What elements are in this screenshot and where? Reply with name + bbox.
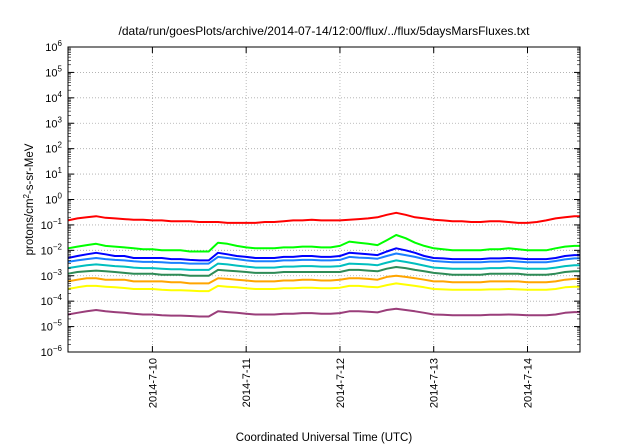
series-line — [67, 282, 580, 293]
y-tick-label: 10−1 — [41, 217, 63, 232]
y-tick-label: 101 — [45, 166, 62, 181]
y-tick-label: 103 — [45, 115, 62, 130]
grid — [68, 47, 580, 352]
y-axis-label-sup: 2 — [22, 194, 31, 199]
series-line — [67, 234, 580, 253]
y-tick-label: 10−6 — [41, 344, 63, 359]
series-line — [67, 259, 580, 271]
y-tick-label: 104 — [45, 90, 62, 105]
y-tick-label: 105 — [45, 64, 62, 79]
y-tick-label: 10−2 — [41, 242, 63, 257]
y-tick-label: 10−4 — [41, 293, 63, 308]
series-line — [67, 307, 580, 318]
y-tick-label: 100 — [45, 192, 62, 207]
series-line — [67, 274, 580, 285]
series-line — [67, 252, 580, 265]
series-line — [67, 247, 580, 262]
x-axis: 2014-7-10 2014-7-11 2014-7-12 2014-7-13 2014… — [147, 47, 534, 408]
x-tick-label: 2014-7-11 — [241, 358, 253, 407]
y-axis-label: protons/cm2-s-sr-MeV — [22, 143, 37, 255]
x-tick-label: 2014-7-10 — [147, 358, 159, 408]
series-line — [67, 211, 580, 224]
y-tick-label: 102 — [45, 141, 62, 156]
y-axis: 10−6 10−5 10−4 10−3 10−2 10−1 100 101 102 103 104 1… — [41, 39, 580, 359]
y-tick-label: 10−3 — [41, 268, 63, 283]
y-tick-label: 106 — [45, 39, 62, 54]
x-tick-label: 2014-7-14 — [522, 358, 534, 408]
y-tick-label: 10−5 — [41, 319, 63, 334]
x-tick-label: 2014-7-12 — [335, 358, 347, 408]
x-axis-label: Coordinated Universal Time (UTC) — [236, 432, 413, 444]
series-layer — [67, 211, 580, 318]
y-axis-label-post: -s-sr-MeV — [24, 143, 36, 194]
series-line — [67, 266, 580, 277]
chart-title: /data/run/goesPlots/archive/2014-07-14/1… — [119, 24, 531, 38]
y-axis-label-pre: protons/cm — [24, 199, 36, 256]
x-tick-label: 2014-7-13 — [429, 358, 441, 408]
